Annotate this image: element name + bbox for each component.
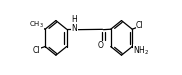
Text: NH$_2$: NH$_2$ — [133, 44, 150, 57]
Text: H: H — [72, 15, 77, 24]
Text: CH$_3$: CH$_3$ — [29, 20, 44, 30]
Text: N: N — [72, 24, 77, 33]
Text: Cl: Cl — [33, 46, 40, 55]
Text: O: O — [98, 41, 104, 50]
Text: Cl: Cl — [136, 21, 144, 30]
